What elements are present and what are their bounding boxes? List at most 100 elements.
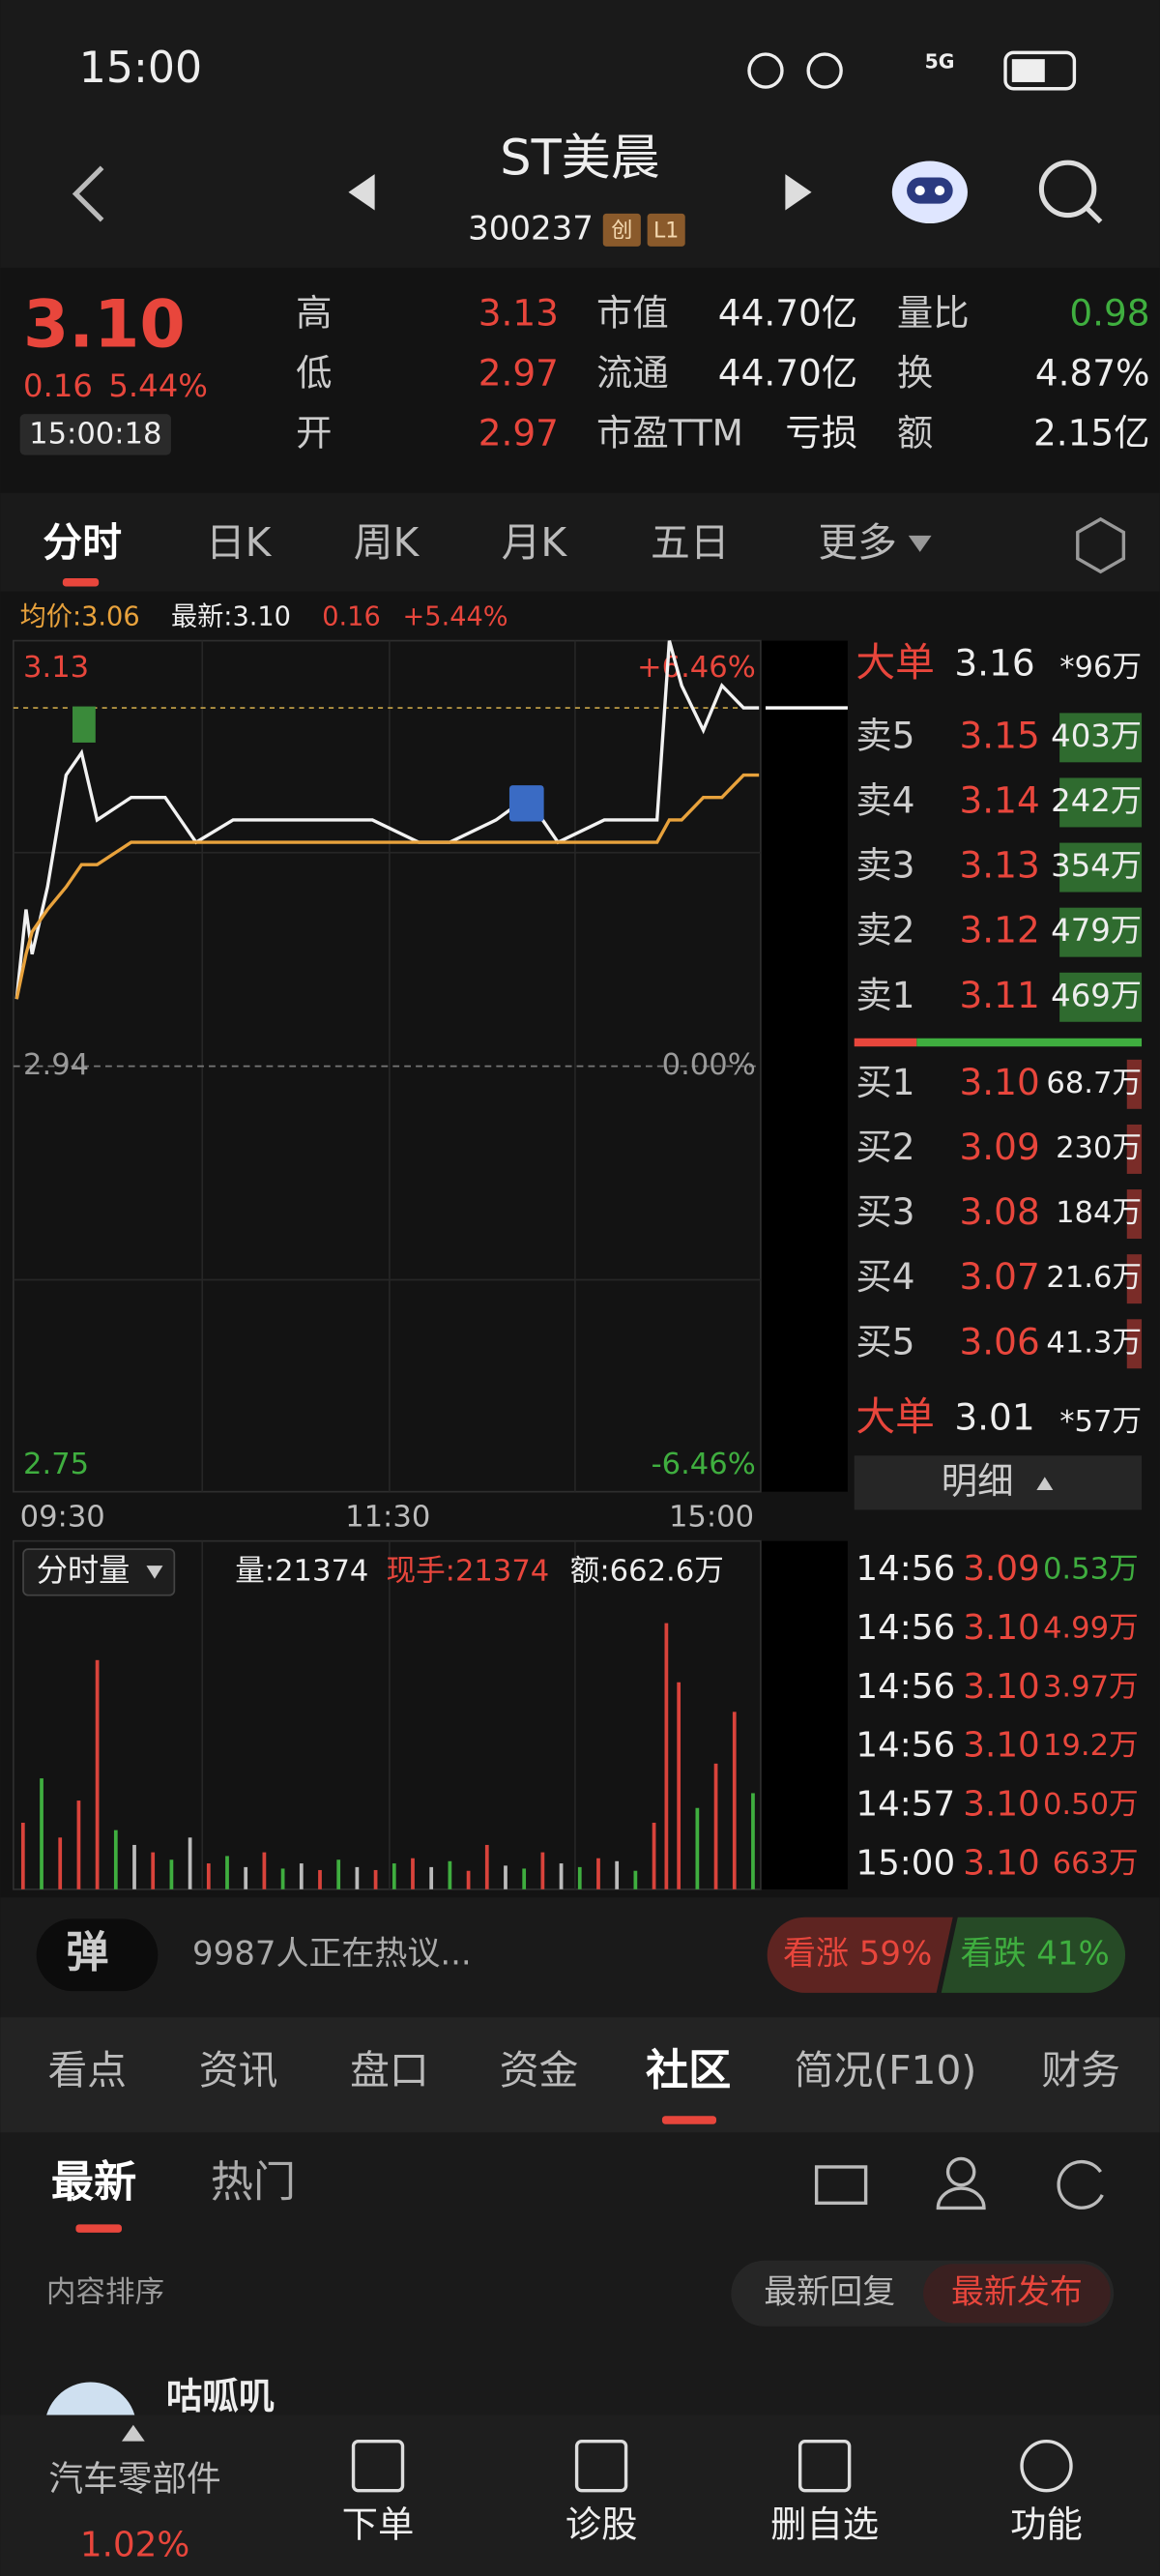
- volume-bar: [373, 1869, 378, 1889]
- big-order-volume: *57万: [1059, 1405, 1142, 1439]
- volume-bar: [206, 1863, 211, 1889]
- bull-label[interactable]: 看涨 59%: [783, 1934, 932, 1973]
- next-stock[interactable]: [785, 174, 812, 211]
- action-icon[interactable]: [798, 2439, 852, 2493]
- volume-title[interactable]: 分时量: [37, 1552, 130, 1589]
- stat-label: 流通: [596, 352, 669, 395]
- ask-volume: 469万: [1051, 977, 1142, 1013]
- nav-tab[interactable]: 资讯: [199, 2047, 278, 2093]
- bottom-action[interactable]: 功能: [1010, 2503, 1083, 2546]
- discussion-text[interactable]: 9987人正在热议...: [192, 1934, 472, 1973]
- stat-label: 开: [296, 412, 332, 454]
- search-icon[interactable]: [1038, 160, 1103, 224]
- ask-price: 3.11: [960, 974, 1040, 1016]
- ask-label: 卖1: [856, 974, 914, 1016]
- period-tab[interactable]: 分时: [43, 519, 122, 566]
- tag: 创: [611, 220, 632, 244]
- stat-value: 亏损: [785, 412, 857, 454]
- volume-bar: [615, 1860, 620, 1889]
- period-tab[interactable]: 日K: [206, 519, 273, 566]
- back-button[interactable]: [72, 165, 104, 222]
- volume-bar: [132, 1844, 136, 1889]
- price: 3.10: [23, 286, 186, 363]
- volume-bar: [695, 1807, 700, 1889]
- stat-value: 2.15亿: [1033, 412, 1150, 454]
- trade-volume: 4.99万: [1043, 1612, 1139, 1646]
- volume-bar: [151, 1852, 156, 1889]
- y2-tick-label: 0.00%: [662, 1048, 756, 1082]
- user-icon[interactable]: [945, 2156, 976, 2187]
- ask-label: 卖3: [856, 844, 914, 887]
- community-tab[interactable]: 热门: [211, 2158, 296, 2208]
- time-box: [19, 414, 171, 455]
- sentiment-badge-bg[interactable]: [36, 1918, 159, 1992]
- detail-label[interactable]: 明细: [942, 1460, 1014, 1503]
- detail-header[interactable]: [854, 1455, 1143, 1510]
- action-icon[interactable]: [1020, 2439, 1073, 2493]
- volume-bar: [713, 1763, 718, 1889]
- avg-price-line: [14, 773, 760, 1000]
- period-tab[interactable]: 周K: [354, 519, 420, 566]
- trade-price: 3.10: [963, 1785, 1039, 1825]
- x-tick-label: 09:30: [20, 1500, 105, 1534]
- volume-bar: [522, 1868, 527, 1889]
- nav-tab[interactable]: 资金: [500, 2047, 579, 2093]
- nav-tab[interactable]: 财务: [1041, 2047, 1120, 2093]
- bid-price: 3.06: [960, 1320, 1040, 1362]
- nav-tab[interactable]: 盘口: [350, 2047, 429, 2093]
- y2-tick-label: +6.46%: [637, 651, 756, 685]
- avg-price: 均价:3.06: [20, 601, 140, 631]
- volume-info: 额:662.6万: [570, 1554, 724, 1588]
- period-tab[interactable]: 更多: [818, 519, 897, 566]
- volume-bar: [262, 1852, 267, 1889]
- period-tab[interactable]: 月K: [502, 519, 568, 566]
- settings-icon[interactable]: [1076, 516, 1126, 574]
- bear-pill[interactable]: [941, 1917, 1126, 1993]
- post-user[interactable]: 咕呱叽: [166, 2375, 275, 2417]
- bull-pill[interactable]: [767, 1917, 953, 1993]
- ask-volume: 242万: [1051, 782, 1142, 819]
- nav-tab[interactable]: 社区: [646, 2046, 731, 2095]
- bid-volume: 21.6万: [1046, 1261, 1142, 1295]
- sector-name[interactable]: 汽车零部件: [48, 2459, 220, 2499]
- nav-tab-indicator: [661, 2116, 717, 2124]
- sort-option[interactable]: 最新发布: [951, 2272, 1083, 2311]
- stat-value: 4.87%: [1035, 352, 1150, 395]
- sentiment-badge[interactable]: 弹: [66, 1928, 108, 1977]
- trade-volume: 3.97万: [1043, 1670, 1139, 1704]
- bottom-action[interactable]: 诊股: [566, 2503, 638, 2546]
- big-order-label: 大单: [856, 1393, 935, 1440]
- bottom-action[interactable]: 删自选: [770, 2503, 879, 2546]
- nav-tab[interactable]: 看点: [48, 2047, 128, 2093]
- action-icon[interactable]: [574, 2439, 628, 2493]
- ask-label: 卖4: [856, 778, 914, 821]
- trade-volume: 663万: [1053, 1847, 1139, 1881]
- bid-volume-bar: [1126, 1254, 1143, 1304]
- action-icon[interactable]: [351, 2439, 405, 2493]
- mail-icon[interactable]: [814, 2165, 868, 2206]
- stat-label: 量比: [897, 292, 970, 335]
- y-tick-label: 3.13: [23, 651, 89, 685]
- sector-change: 1.02%: [80, 2525, 189, 2564]
- period-tab[interactable]: 五日: [651, 519, 730, 566]
- trade-volume: 0.50万: [1043, 1788, 1139, 1822]
- nav-tab[interactable]: 简况(F10): [795, 2047, 977, 2093]
- volume-frame: [13, 1539, 762, 1890]
- trade-price: 3.10: [963, 1726, 1039, 1766]
- volume-bar: [318, 1869, 322, 1889]
- volume-bar: [113, 1830, 118, 1889]
- x-tick-label: 15:00: [669, 1500, 754, 1534]
- volume-info: 现手:21374: [387, 1554, 550, 1588]
- bear-label[interactable]: 看跌 41%: [960, 1934, 1109, 1973]
- refresh-icon[interactable]: [1057, 2159, 1104, 2210]
- tag-bg: [602, 213, 641, 247]
- sort-option[interactable]: 最新回复: [764, 2272, 895, 2311]
- bottom-action[interactable]: 下单: [342, 2503, 415, 2546]
- assistant-icon[interactable]: [891, 161, 968, 224]
- ask-volume-bar: [1059, 777, 1143, 828]
- prev-stock[interactable]: [348, 174, 375, 211]
- community-tab[interactable]: 最新: [51, 2158, 136, 2208]
- y-tick-label: 2.94: [23, 1048, 89, 1082]
- ask-label: 卖5: [856, 714, 914, 756]
- ask-volume: 354万: [1051, 847, 1142, 884]
